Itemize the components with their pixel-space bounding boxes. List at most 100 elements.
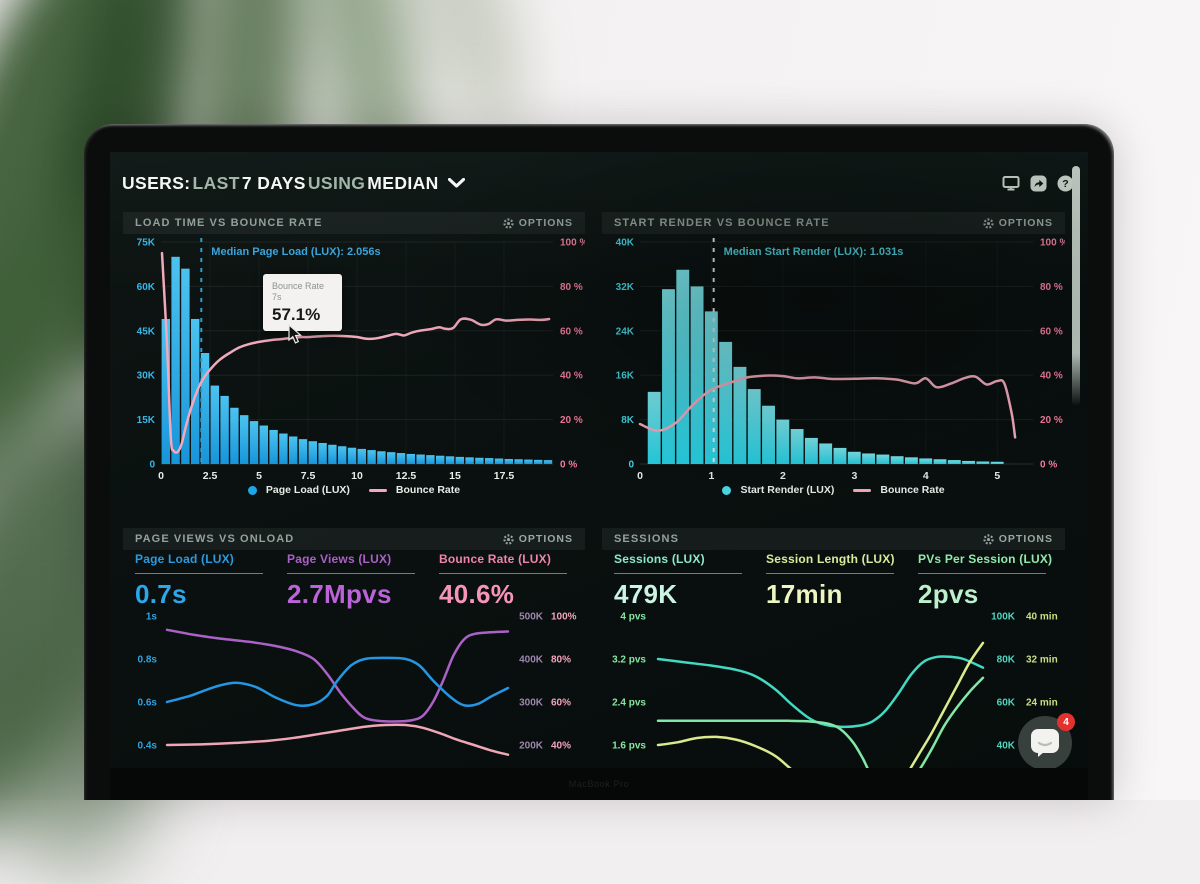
svg-text:100 %: 100 % bbox=[560, 238, 585, 249]
svg-text:40 %: 40 % bbox=[1040, 371, 1063, 382]
svg-text:400K: 400K bbox=[519, 655, 544, 666]
svg-text:100%: 100% bbox=[551, 612, 577, 623]
series-line bbox=[167, 658, 508, 706]
laptop-chin: MacBook Pro bbox=[110, 768, 1088, 800]
svg-text:24 min: 24 min bbox=[1026, 698, 1058, 709]
legend-label: Bounce Rate bbox=[396, 484, 460, 496]
svg-text:?: ? bbox=[1062, 178, 1068, 190]
svg-text:40 min: 40 min bbox=[1026, 612, 1058, 623]
legend-label: Page Load (LUX) bbox=[266, 484, 350, 496]
svg-text:1: 1 bbox=[709, 470, 715, 482]
display-icon[interactable] bbox=[1002, 175, 1020, 191]
svg-text:10: 10 bbox=[351, 470, 363, 482]
svg-text:100K: 100K bbox=[991, 612, 1016, 623]
svg-text:75K: 75K bbox=[137, 238, 156, 249]
svg-text:80%: 80% bbox=[551, 655, 571, 666]
scrollbar-thumb[interactable] bbox=[1072, 166, 1080, 406]
svg-text:4: 4 bbox=[923, 470, 929, 482]
median-label: Median Page Load (LUX): 2.056s bbox=[211, 246, 380, 258]
legend-label: Bounce Rate bbox=[880, 484, 944, 496]
svg-text:100 %: 100 % bbox=[1040, 238, 1065, 249]
chat-badge: 4 bbox=[1057, 713, 1075, 731]
svg-text:5: 5 bbox=[994, 470, 1000, 482]
svg-text:60%: 60% bbox=[551, 698, 571, 709]
legend-label: Start Render (LUX) bbox=[740, 484, 834, 496]
svg-text:45K: 45K bbox=[137, 326, 156, 337]
svg-text:0: 0 bbox=[637, 470, 643, 482]
chart-legend: Page Load (LUX) Bounce Rate bbox=[123, 484, 585, 496]
svg-text:60K: 60K bbox=[137, 282, 156, 293]
svg-text:32K: 32K bbox=[616, 282, 635, 293]
svg-text:500K: 500K bbox=[519, 612, 544, 623]
svg-text:80K: 80K bbox=[997, 655, 1016, 666]
svg-text:4 pvs: 4 pvs bbox=[620, 612, 646, 623]
svg-text:1s: 1s bbox=[146, 612, 158, 623]
bars-series bbox=[648, 270, 1004, 464]
svg-text:20 %: 20 % bbox=[560, 415, 583, 426]
sessions-chart[interactable]: 4 pvs 3.2 pvs 2.4 pvs 1.6 pvs 100K 80K 60K 40K 4… bbox=[602, 528, 1065, 768]
chat-widget-button[interactable]: 4 bbox=[1018, 716, 1072, 768]
series-line bbox=[658, 656, 983, 726]
svg-text:2.4 pvs: 2.4 pvs bbox=[612, 698, 646, 709]
svg-text:40K: 40K bbox=[997, 741, 1016, 752]
svg-text:40%: 40% bbox=[551, 741, 571, 752]
svg-text:80 %: 80 % bbox=[560, 282, 583, 293]
svg-text:15K: 15K bbox=[137, 415, 156, 426]
series-line bbox=[167, 725, 508, 755]
svg-text:8K: 8K bbox=[621, 415, 635, 426]
svg-text:60 %: 60 % bbox=[560, 326, 583, 337]
svg-text:80 %: 80 % bbox=[1040, 282, 1063, 293]
svg-text:60K: 60K bbox=[997, 698, 1016, 709]
svg-text:0: 0 bbox=[149, 460, 155, 471]
tooltip-series: Bounce Rate bbox=[272, 281, 342, 292]
svg-text:0 %: 0 % bbox=[560, 460, 577, 471]
svg-text:0 %: 0 % bbox=[1040, 460, 1057, 471]
start-render-chart[interactable]: Median Start Render (LUX): 1.031s 40K 32K 2… bbox=[602, 212, 1065, 512]
svg-text:3.2 pvs: 3.2 pvs bbox=[612, 655, 646, 666]
share-icon[interactable] bbox=[1030, 175, 1047, 192]
legend-dot bbox=[248, 486, 257, 495]
svg-text:32 min: 32 min bbox=[1026, 655, 1058, 666]
series-line bbox=[658, 678, 983, 768]
legend-dot bbox=[722, 486, 731, 495]
svg-text:0.8s: 0.8s bbox=[138, 655, 158, 666]
svg-text:0.4s: 0.4s bbox=[138, 741, 158, 752]
median-label: Median Start Render (LUX): 1.031s bbox=[724, 246, 904, 258]
svg-text:40K: 40K bbox=[616, 238, 635, 249]
svg-text:24K: 24K bbox=[616, 326, 635, 337]
bounce-rate-line bbox=[162, 253, 549, 452]
svg-text:16K: 16K bbox=[616, 371, 635, 382]
svg-text:40 %: 40 % bbox=[560, 371, 583, 382]
svg-text:15: 15 bbox=[449, 470, 461, 482]
svg-text:60 %: 60 % bbox=[1040, 326, 1063, 337]
svg-text:12.5: 12.5 bbox=[396, 470, 417, 482]
legend-line-swatch bbox=[369, 489, 387, 492]
svg-text:17.5: 17.5 bbox=[494, 470, 515, 482]
svg-text:300K: 300K bbox=[519, 698, 544, 709]
mouse-cursor bbox=[288, 324, 303, 345]
chat-bubble-icon bbox=[1030, 728, 1060, 758]
line-series-group bbox=[658, 643, 983, 768]
chart-legend: Start Render (LUX) Bounce Rate bbox=[602, 484, 1065, 496]
svg-text:1.6 pvs: 1.6 pvs bbox=[612, 741, 646, 752]
legend-line-swatch bbox=[853, 489, 871, 492]
svg-text:2.5: 2.5 bbox=[203, 470, 218, 482]
svg-text:0: 0 bbox=[628, 460, 634, 471]
svg-text:20 %: 20 % bbox=[1040, 415, 1063, 426]
svg-text:3: 3 bbox=[851, 470, 857, 482]
chevron-down-icon bbox=[448, 178, 465, 188]
panel-page-views-vs-onload: PAGE VIEWS VS ONLOAD OPTIONS Page Load (… bbox=[123, 528, 585, 768]
laptop-brand-label: MacBook Pro bbox=[569, 779, 630, 789]
panel-load-time-vs-bounce-rate: LOAD TIME VS BOUNCE RATE OPTIONS Median … bbox=[123, 212, 585, 512]
svg-text:30K: 30K bbox=[137, 371, 156, 382]
svg-text:2: 2 bbox=[780, 470, 786, 482]
tooltip-value: 57.1% bbox=[272, 305, 342, 325]
panel-sessions: SESSIONS OPTIONS Sessions (LUX) 479K Ses… bbox=[602, 528, 1065, 768]
load-time-chart[interactable]: Median Page Load (LUX): 2.056s 75K 60K 45K 3… bbox=[123, 212, 585, 512]
